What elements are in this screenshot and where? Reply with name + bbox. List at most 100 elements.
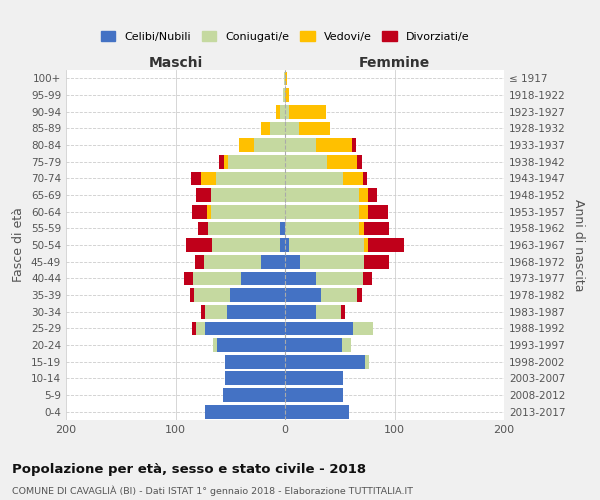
Bar <box>195 255 204 268</box>
Bar <box>368 205 388 218</box>
Bar <box>343 172 363 185</box>
Bar <box>285 388 343 402</box>
Y-axis label: Fasce di età: Fasce di età <box>13 208 25 282</box>
Bar <box>280 222 285 235</box>
Bar <box>191 172 200 185</box>
Bar <box>220 155 224 168</box>
Bar <box>207 205 211 218</box>
Bar <box>284 72 285 85</box>
Bar <box>194 288 230 302</box>
Bar <box>199 222 208 235</box>
Bar <box>239 138 254 152</box>
Bar <box>285 355 365 368</box>
Bar <box>342 338 350 352</box>
Bar <box>269 122 285 135</box>
Bar <box>196 188 211 202</box>
Bar <box>276 105 280 118</box>
Text: Maschi: Maschi <box>148 56 203 70</box>
Bar <box>285 338 342 352</box>
Bar <box>192 205 207 218</box>
Bar <box>299 122 330 135</box>
Bar <box>205 322 285 335</box>
Bar <box>368 238 404 252</box>
Bar <box>364 222 389 235</box>
Bar <box>285 172 343 185</box>
Bar <box>285 322 353 335</box>
Bar <box>211 205 285 218</box>
Bar <box>224 155 228 168</box>
Bar <box>196 322 205 335</box>
Bar <box>217 338 285 352</box>
Bar <box>285 222 359 235</box>
Bar <box>285 255 301 268</box>
Bar <box>289 105 326 118</box>
Bar <box>363 172 367 185</box>
Bar <box>316 138 352 152</box>
Bar <box>280 105 285 118</box>
Bar <box>321 288 357 302</box>
Bar <box>205 405 285 418</box>
Bar <box>227 305 285 318</box>
Bar <box>283 88 285 102</box>
Bar <box>230 288 285 302</box>
Bar <box>285 188 359 202</box>
Text: COMUNE DI CAVAGLIÀ (BI) - Dati ISTAT 1° gennaio 2018 - Elaborazione TUTTITALIA.I: COMUNE DI CAVAGLIÀ (BI) - Dati ISTAT 1° … <box>12 485 413 496</box>
Bar <box>285 238 289 252</box>
Bar <box>285 288 321 302</box>
Bar <box>365 355 370 368</box>
Text: Femmine: Femmine <box>359 56 430 70</box>
Bar <box>368 188 377 202</box>
Bar <box>357 288 362 302</box>
Bar <box>364 255 389 268</box>
Bar <box>285 72 287 85</box>
Bar <box>353 322 373 335</box>
Bar <box>285 155 326 168</box>
Bar <box>225 355 285 368</box>
Bar <box>359 205 368 218</box>
Bar <box>285 88 289 102</box>
Bar <box>359 188 368 202</box>
Bar <box>280 238 285 252</box>
Bar <box>192 322 196 335</box>
Bar <box>285 305 316 318</box>
Bar <box>184 272 193 285</box>
Bar <box>352 138 356 152</box>
Bar <box>341 305 345 318</box>
Bar <box>285 138 316 152</box>
Bar <box>241 272 285 285</box>
Bar <box>359 222 364 235</box>
Bar <box>301 255 364 268</box>
Bar <box>357 155 362 168</box>
Bar <box>216 172 285 185</box>
Bar <box>204 255 261 268</box>
Bar <box>208 222 280 235</box>
Y-axis label: Anni di nascita: Anni di nascita <box>572 198 585 291</box>
Bar <box>261 255 285 268</box>
Bar <box>254 138 285 152</box>
Legend: Celibi/Nubili, Coniugati/e, Vedovi/e, Divorziati/e: Celibi/Nubili, Coniugati/e, Vedovi/e, Di… <box>96 26 474 46</box>
Bar <box>200 172 216 185</box>
Bar <box>200 305 205 318</box>
Bar <box>285 372 343 385</box>
Bar <box>261 122 269 135</box>
Bar <box>187 238 212 252</box>
Bar <box>285 205 359 218</box>
Bar <box>316 305 341 318</box>
Bar <box>225 372 285 385</box>
Bar <box>193 272 241 285</box>
Bar <box>289 238 364 252</box>
Bar <box>205 305 227 318</box>
Bar <box>285 122 299 135</box>
Bar <box>212 238 280 252</box>
Bar <box>213 338 217 352</box>
Bar <box>228 155 285 168</box>
Bar <box>326 155 357 168</box>
Bar <box>285 405 349 418</box>
Bar <box>211 188 285 202</box>
Text: Popolazione per età, sesso e stato civile - 2018: Popolazione per età, sesso e stato civil… <box>12 462 366 475</box>
Bar <box>363 272 371 285</box>
Bar <box>364 238 368 252</box>
Bar <box>285 272 316 285</box>
Bar <box>190 288 194 302</box>
Bar <box>316 272 363 285</box>
